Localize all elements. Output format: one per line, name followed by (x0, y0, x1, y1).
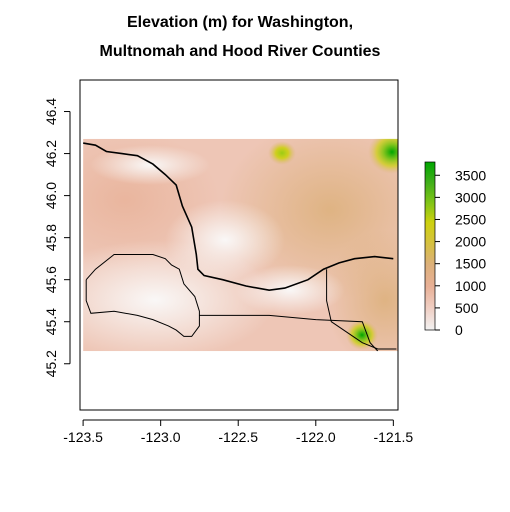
portland-basin-lowland (165, 200, 285, 280)
colorbar-legend: 0 500 1000 1500 2000 2500 3000 3500 (424, 161, 486, 338)
chart-title-line-1: Elevation (m) for Washington, (127, 14, 353, 31)
colorbar-tick-label: 3500 (455, 167, 486, 183)
boundary-overlays (83, 142, 397, 352)
lower-columbia-lowland (90, 145, 210, 185)
colorbar-tick-label: 0 (455, 322, 463, 338)
elevation-raster (83, 138, 398, 352)
colorbar-tick-label: 1500 (455, 256, 486, 272)
x-tick-label: -123.5 (63, 429, 103, 445)
x-tick-label: -121.5 (373, 429, 413, 445)
county-boundary-line (85, 254, 200, 337)
plot-frame (79, 79, 399, 411)
y-tick-label: 46.2 (43, 140, 59, 167)
colorbar-tick-label: 3000 (455, 189, 486, 205)
y-tick-label: 46.4 (43, 98, 59, 125)
chart-title-line-2: Multnomah and Hood River Counties (100, 43, 381, 60)
x-tick-label: -122.0 (296, 429, 336, 445)
x-tick-label: -122.5 (218, 429, 258, 445)
colorbar-ticks: 0 500 1000 1500 2000 2500 3000 3500 (435, 167, 486, 338)
colorbar-tick-label: 2500 (455, 211, 486, 227)
mt-st-helens-peak (268, 141, 296, 165)
colorbar-tick-label: 1000 (455, 278, 486, 294)
mt-adams-peak (368, 138, 398, 174)
y-tick-label: 45.6 (43, 266, 59, 293)
y-tick-label: 46.0 (43, 182, 59, 209)
colorbar-tick-label: 500 (455, 300, 479, 316)
x-axis: -123.5 -123.0 -122.5 -122.0 -121.5 (63, 419, 413, 445)
y-tick-label: 45.2 (43, 350, 59, 377)
columbia-river-line (83, 142, 394, 292)
x-tick-label: -123.0 (141, 429, 181, 445)
multnomah-boundary-line (199, 314, 379, 352)
y-tick-label: 45.8 (43, 224, 59, 251)
colorbar-gradient (424, 161, 436, 331)
colorbar-tick-label: 2000 (455, 234, 486, 250)
y-tick-label: 45.4 (43, 308, 59, 335)
y-axis: 45.2 45.4 45.6 45.8 46.0 46.2 46.4 (43, 98, 71, 377)
columbia-corridor-lowland (235, 265, 345, 315)
hood-river-boundary-line (326, 269, 397, 350)
